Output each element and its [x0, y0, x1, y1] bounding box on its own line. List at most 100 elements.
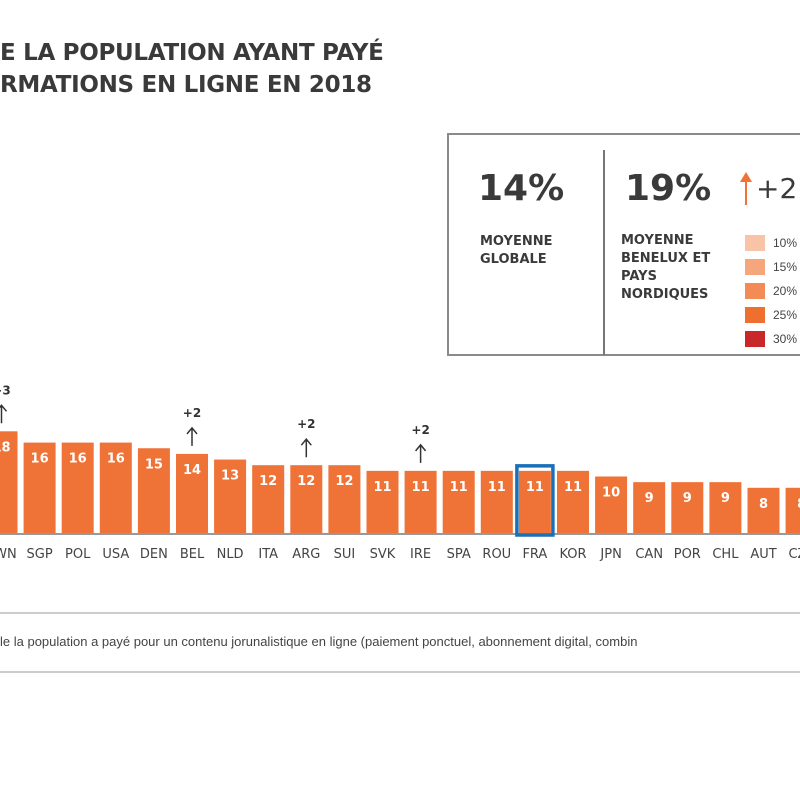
bar-ire [404, 470, 437, 533]
chart-title-line-2: RMATIONS EN LIGNE EN 2018 [0, 72, 372, 98]
category-label: CHL [712, 547, 739, 562]
bar-value-label: 14 [183, 463, 201, 478]
nordic-label-line: PAYS [621, 269, 657, 284]
bar-sgp [23, 442, 56, 533]
highlight-outline [515, 464, 555, 537]
legend-item: 25% [745, 307, 797, 323]
legend-label: 30% [773, 332, 798, 346]
legend-label: 15% [773, 260, 798, 274]
bar-value-label: 8 [759, 497, 768, 512]
up-arrow-icon [740, 172, 752, 205]
bar-value-label: 11 [373, 480, 391, 495]
bar-twn [0, 431, 18, 533]
up-arrow-icon [0, 404, 8, 424]
legend-swatch [745, 331, 765, 347]
category-label: DEN [140, 547, 168, 562]
nordic-label-line: MOYENNE [621, 233, 694, 248]
bar-arg [290, 465, 323, 533]
category-label: ARG [292, 547, 320, 562]
category-label: NLD [217, 547, 244, 562]
change-annotation: +2 [183, 406, 201, 420]
bar-value-label: 13 [221, 469, 239, 484]
category-label: ROU [482, 547, 511, 562]
legend-item: 10% [745, 235, 797, 251]
bar-usa [99, 442, 132, 533]
category-label: IRE [410, 547, 431, 562]
bar-value-label: 12 [335, 474, 353, 489]
category-label: JPN [599, 547, 621, 562]
bar-value-label: 12 [259, 474, 277, 489]
category-label: SUI [334, 547, 356, 562]
bar-value-label: 11 [564, 480, 582, 495]
category-label: POR [674, 547, 701, 562]
nordic-average-value: 19% [625, 168, 712, 209]
category-label: TWN [0, 547, 17, 562]
footnote-top-rule [0, 612, 800, 614]
legend-swatch [745, 283, 765, 299]
category-label: CZE [788, 547, 800, 562]
category-label: SPA [447, 547, 471, 562]
footnote: le la population a payé pour un contenu … [0, 634, 638, 649]
bar-den [137, 448, 170, 533]
bar-value-label: 11 [412, 480, 430, 495]
chart-title-line-1: E LA POPULATION AYANT PAYÉ [0, 40, 384, 66]
bar-chart: 18 TWN +3 16 SGP 16 POL 16 USA 15 DEN 14 BEL +2 13 NLD 1… [0, 383, 800, 562]
bar-pol [61, 442, 94, 533]
category-label: KOR [559, 547, 586, 562]
nordic-average-label: MOYENNE BENELUX ET PAYS NORDIQUES [621, 232, 710, 304]
bar-fra [518, 470, 551, 533]
legend-label: 25% [773, 308, 798, 322]
legend-item: 30% [745, 331, 797, 347]
bar-chl [709, 482, 742, 533]
summary-divider [603, 150, 605, 355]
category-label: ITA [258, 547, 278, 562]
legend-swatch [745, 259, 765, 275]
global-average-label: MOYENNE GLOBALE [480, 233, 552, 269]
bar-aut [747, 487, 780, 533]
category-label: USA [102, 547, 129, 562]
legend-swatch [745, 235, 765, 251]
bar-rou [480, 470, 513, 533]
bar-value-label: 9 [645, 491, 654, 506]
legend-item: 15% [745, 259, 797, 275]
nordic-label-line: BENELUX ET [621, 251, 711, 266]
global-label-line: MOYENNE [480, 234, 553, 249]
nordic-change: +2 [756, 172, 798, 205]
bar-ita [252, 465, 285, 533]
bar-svk [366, 470, 399, 533]
bar-spa [442, 470, 475, 533]
nordic-label-line: NORDIQUES [621, 287, 709, 302]
bar-jpn [595, 476, 628, 533]
global-average-value: 14% [478, 168, 565, 209]
bar-value-label: 18 [0, 440, 11, 455]
bar-value-label: 15 [145, 457, 163, 472]
global-label-line: GLOBALE [480, 252, 547, 267]
change-annotation: +3 [0, 383, 11, 397]
bar-value-label: 9 [721, 491, 730, 506]
category-label: AUT [750, 547, 776, 562]
bar-value-label: 12 [297, 474, 315, 489]
bar-value-label: 9 [683, 491, 692, 506]
bar-value-label: 11 [450, 480, 468, 495]
legend-label: 10% [773, 236, 798, 250]
bar-cze [785, 487, 800, 533]
legend-item: 20% [745, 283, 797, 299]
bar-nld [214, 459, 247, 533]
change-annotation: +2 [297, 417, 315, 431]
category-label: FRA [522, 547, 547, 562]
bar-value-label: 8 [797, 497, 800, 512]
category-label: SGP [27, 547, 53, 562]
category-label: BEL [180, 547, 205, 562]
category-label: POL [65, 547, 91, 562]
bar-bel [176, 453, 208, 533]
bar-value-label: 16 [31, 452, 49, 467]
legend-label: 20% [773, 284, 798, 298]
legend-swatch [745, 307, 765, 323]
up-arrow-icon [300, 438, 312, 458]
category-label: SVK [370, 547, 396, 562]
up-arrow-icon [415, 443, 427, 463]
bar-value-label: 11 [488, 480, 506, 495]
bar-value-label: 16 [107, 452, 125, 467]
bar-kor [557, 470, 589, 533]
bar-can [633, 482, 666, 533]
